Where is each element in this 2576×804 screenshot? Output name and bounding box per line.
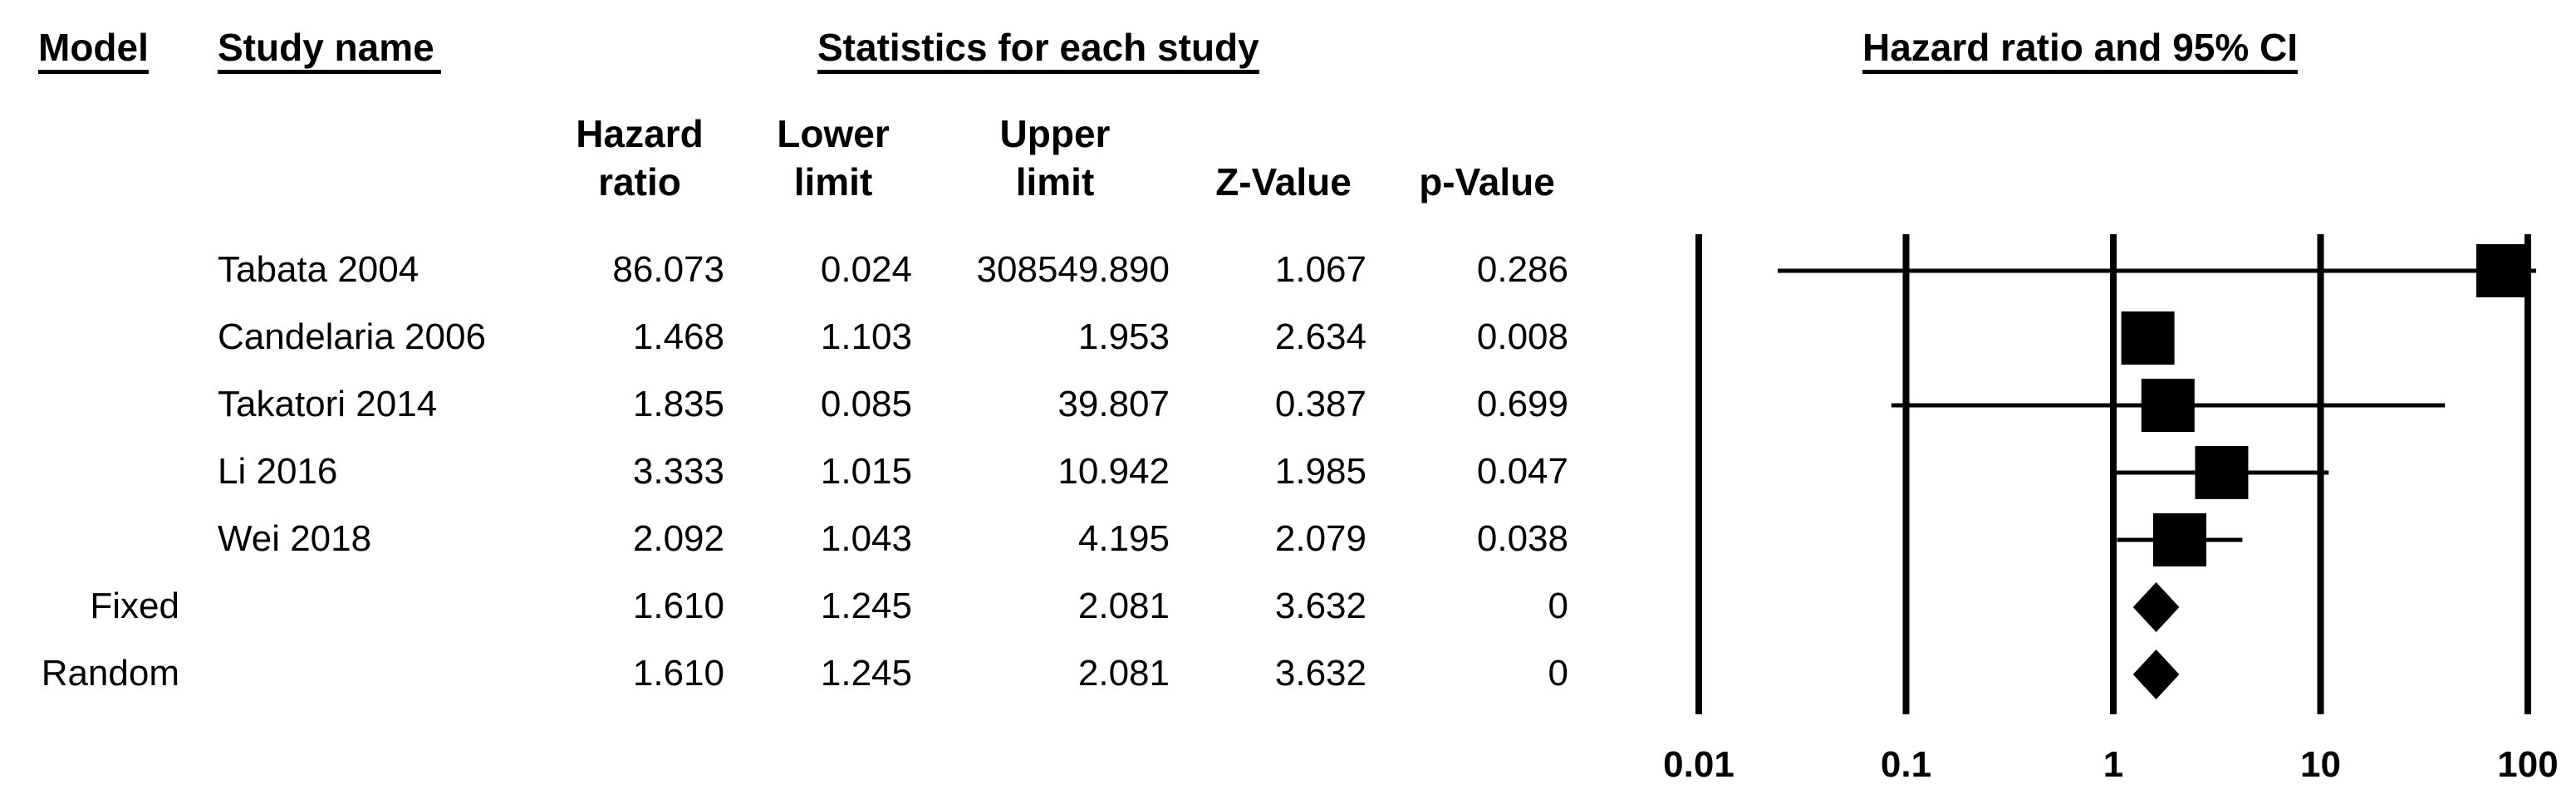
model-cell: Fixed: [90, 586, 179, 626]
tick-label: 1: [2103, 744, 2123, 785]
lower-limit-cell: 0.024: [820, 249, 912, 290]
plot-header: Hazard ratio and 95% CI: [1862, 27, 2299, 74]
z-value-cell: 3.632: [1274, 586, 1367, 626]
p-value-cell: 0.008: [1476, 316, 1568, 357]
hazard-ratio-cell: 1.610: [632, 653, 724, 694]
col-p-value: p-Value: [1419, 160, 1555, 203]
upper-limit-cell: 2.081: [1077, 653, 1170, 694]
hazard-ratio-cell: 86.073: [612, 249, 724, 290]
tick-label: 0.01: [1663, 744, 1735, 785]
hr-marker: [2121, 311, 2175, 365]
study-cell: Takatori 2014: [218, 384, 438, 424]
study-cell: Li 2016: [218, 451, 338, 492]
upper-limit-cell: 2.081: [1077, 586, 1170, 626]
upper-limit-cell: 39.807: [1057, 384, 1170, 424]
study-name-header: Study name: [218, 27, 441, 74]
z-value-cell: 0.387: [1274, 384, 1367, 424]
z-value-cell: 1.985: [1274, 451, 1367, 492]
lower-limit-cell: 1.245: [820, 586, 912, 626]
z-value-cell: 2.634: [1274, 316, 1367, 357]
hr-marker: [2152, 513, 2206, 566]
lower-limit-cell: 1.245: [820, 653, 912, 694]
col-lower-limit: Lower limit: [777, 112, 890, 203]
lower-limit-cell: 1.103: [820, 316, 912, 357]
p-value-cell: 0: [1548, 653, 1568, 694]
z-value-cell: 3.632: [1274, 653, 1367, 694]
p-value-cell: 0.047: [1476, 451, 1568, 492]
study-cell: Candelaria 2006: [218, 316, 486, 357]
upper-limit-cell: 4.195: [1077, 518, 1170, 559]
upper-limit-cell: 10.942: [1057, 451, 1170, 492]
study-cell: Wei 2018: [218, 518, 372, 559]
study-cell: Tabata 2004: [218, 249, 420, 290]
lower-limit-cell: 0.085: [820, 384, 912, 424]
p-value-cell: 0.286: [1476, 249, 1568, 290]
tick-label: 10: [2300, 744, 2341, 785]
hazard-ratio-cell: 1.835: [632, 384, 724, 424]
tick-label: 100: [2497, 744, 2558, 785]
p-value-cell: 0: [1548, 586, 1568, 626]
summary-diamond: [2132, 650, 2180, 699]
lower-limit-cell: 1.043: [820, 518, 912, 559]
col-upper-limit: Upper limit: [999, 112, 1111, 203]
summary-diamond: [2132, 582, 2180, 632]
hr-marker: [2141, 379, 2195, 432]
upper-limit-cell: 1.953: [1077, 316, 1170, 357]
p-value-cell: 0.038: [1476, 518, 1568, 559]
hr-marker: [2195, 446, 2249, 499]
hr-marker: [2476, 244, 2529, 297]
p-value-cell: 0.699: [1476, 384, 1568, 424]
hazard-ratio-cell: 2.092: [632, 518, 724, 559]
lower-limit-cell: 1.015: [820, 451, 912, 492]
hazard-ratio-cell: 3.333: [632, 451, 724, 492]
upper-limit-cell: 308549.890: [976, 249, 1170, 290]
hazard-ratio-cell: 1.468: [632, 316, 724, 357]
z-value-cell: 2.079: [1274, 518, 1367, 559]
col-hazard-ratio: Hazard ratio: [576, 112, 704, 203]
z-value-cell: 1.067: [1274, 249, 1367, 290]
hazard-ratio-cell: 1.610: [632, 586, 724, 626]
model-header: Model: [38, 27, 149, 74]
tick-label: 0.1: [1881, 744, 1931, 785]
statistics-header: Statistics for each study: [817, 27, 1259, 74]
model-cell: Random: [41, 653, 179, 694]
col-z-value: Z-Value: [1215, 160, 1352, 203]
